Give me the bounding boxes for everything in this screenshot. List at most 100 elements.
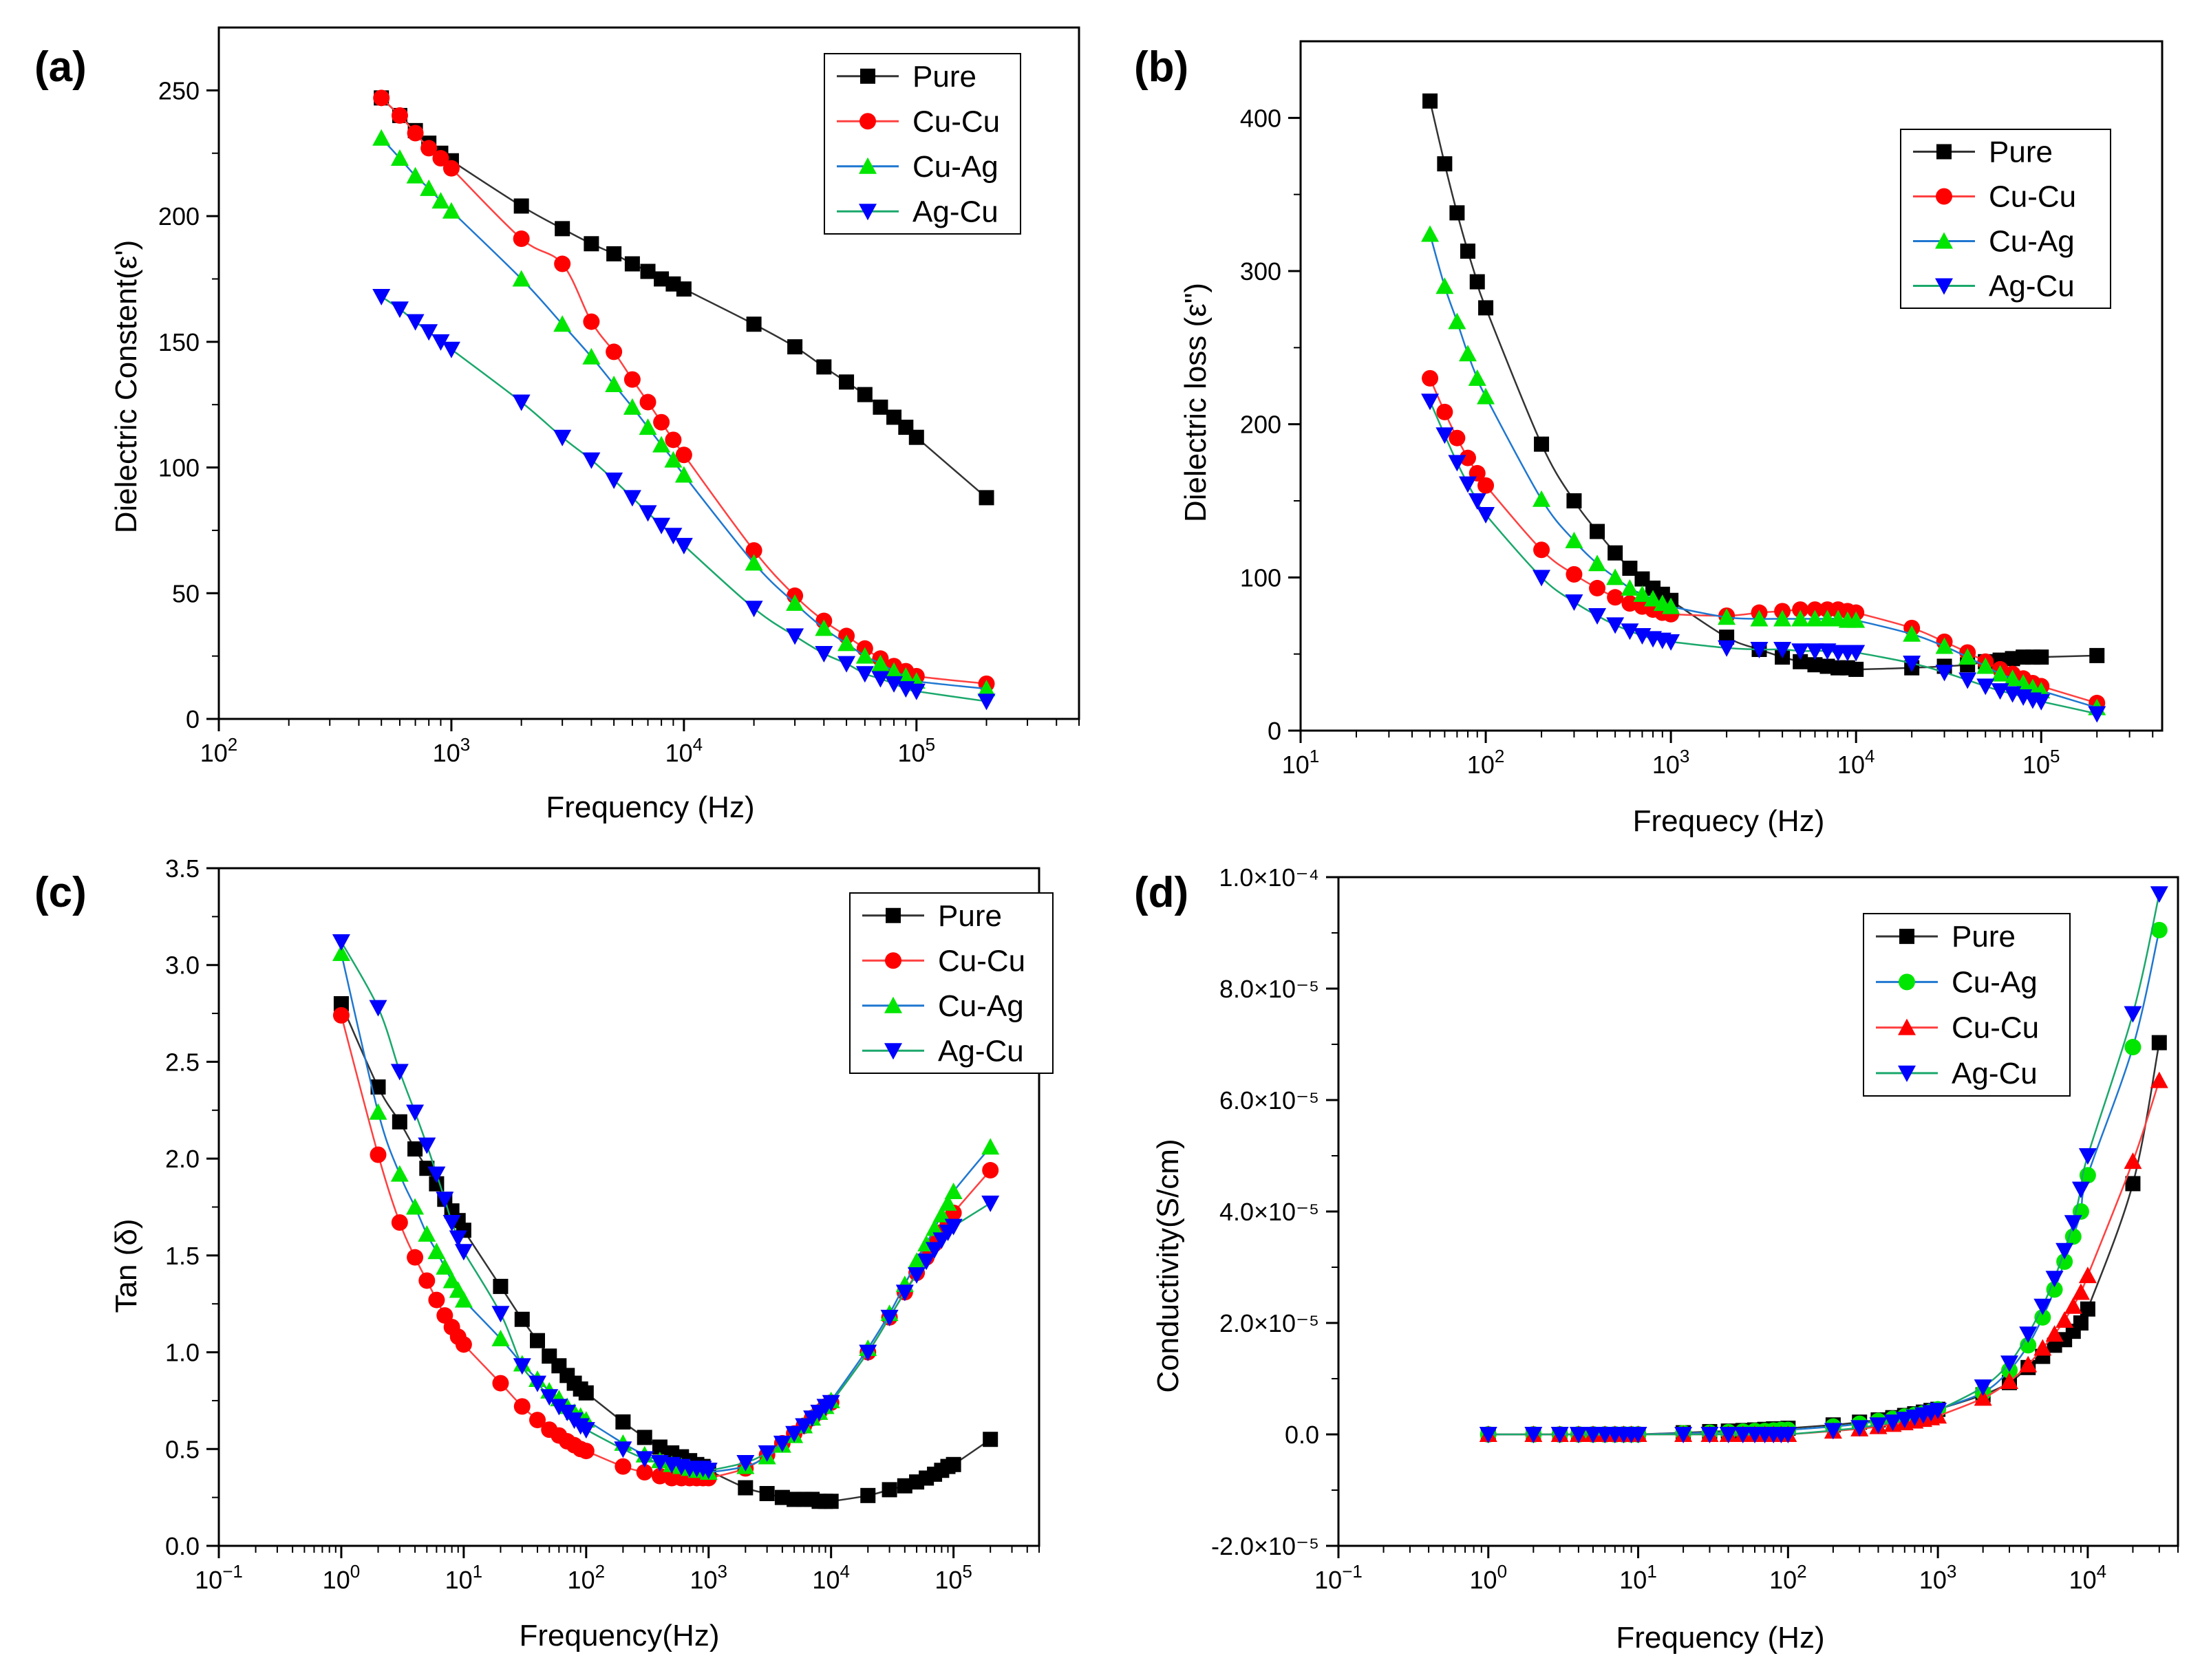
- panel-c-point-cu-cu: [492, 1375, 509, 1392]
- panel-d-point-pure: [2151, 1035, 2167, 1051]
- panel-a-legend-marker-pure: [860, 68, 875, 84]
- panel-c-point-pure: [738, 1480, 754, 1496]
- panel-c-point-ag-cu: [332, 934, 350, 951]
- panel-a-legend-label-cu-cu: Cu-Cu: [912, 105, 1000, 138]
- panel-a-point-ag-cu: [815, 645, 833, 663]
- panel-c-point-ag-cu: [427, 1166, 446, 1183]
- panel-b-legend: Pure Cu-Cu Cu-Ag Ag-Cu: [1900, 129, 2111, 309]
- panel-a-legend-marker-cu-ag: [859, 157, 877, 174]
- panel-b-point-cu-ag: [1958, 648, 1977, 665]
- panel-a-ylabel: Dielectric Constent(ε'): [109, 240, 143, 534]
- panel-a-point-ag-cu: [837, 656, 856, 673]
- panel-a-point-ag-cu: [605, 472, 623, 489]
- panel-d-point-ag-cu: [2019, 1326, 2038, 1344]
- panel-d-point-cu-cu: [2000, 1372, 2019, 1390]
- panel-d-legend-marker-ag-cu: [1898, 1065, 1916, 1082]
- panel-b-point-ag-cu: [1791, 643, 1810, 660]
- panel-c-point-pure: [897, 1478, 912, 1494]
- panel-c-point-pure: [946, 1456, 961, 1472]
- panel-a-point-ag-cu: [907, 683, 926, 700]
- panel-c-point-pure: [774, 1489, 790, 1505]
- panel-c-xlabel: Frequency(Hz): [520, 1619, 720, 1652]
- panel-d-point-ag-cu: [1674, 1427, 1693, 1443]
- panel-a-point-cu-ag: [652, 435, 671, 453]
- panel-a-point-cu-ag: [512, 270, 531, 287]
- panel-c-point-cu-ag: [406, 1198, 425, 1215]
- panel-a-point-ag-cu: [786, 628, 804, 645]
- panel-b-point-ag-cu: [1662, 634, 1680, 651]
- panel-d-point-ag-cu: [2045, 1271, 2064, 1288]
- panel-a-point-ag-cu: [553, 429, 572, 446]
- panel-a-point-cu-ag: [372, 129, 391, 146]
- panel-c-point-cu-cu: [982, 1162, 999, 1179]
- panel-b-point-pure: [1422, 93, 1438, 109]
- panel-b-point-ag-cu: [1606, 617, 1625, 634]
- panel-d-legend-box: [1863, 913, 2071, 1097]
- panel-b-point-cu-cu: [1449, 429, 1466, 446]
- panel-b-point-cu-ag: [1644, 590, 1663, 607]
- panel-b-point-cu-ag: [1976, 657, 1995, 674]
- panel-a-ytick-label: 250: [158, 76, 200, 105]
- panel-a-point-cu-ag: [745, 554, 763, 571]
- panel-c-point-cu-cu: [391, 1214, 408, 1231]
- panel-b-point-pure: [1590, 524, 1605, 539]
- panel-a-point-pure: [513, 198, 529, 214]
- panel-c-point-pure: [637, 1430, 652, 1445]
- panel-c-point-ag-cu: [880, 1309, 899, 1326]
- panel-d-xtick-label: 10−1: [1314, 1561, 1363, 1594]
- panel-d-xlabel: Frequency (Hz): [1616, 1621, 1824, 1655]
- panel-a-xtick-label: 102: [200, 734, 238, 767]
- panel-d-point-cu-ag: [2046, 1281, 2063, 1298]
- panel-d-point-pure: [2125, 1176, 2141, 1192]
- panel-d-ytick-label: 8.0×10⁻⁵: [1219, 975, 1319, 1003]
- panel-a-frame: [217, 26, 1080, 720]
- panel-c-point-cu-ag: [908, 1252, 926, 1269]
- panel-d-point-ag-cu: [1479, 1427, 1497, 1443]
- panel-c-point-ag-cu: [773, 1435, 791, 1452]
- panel-c-point-ag-cu: [926, 1242, 944, 1259]
- panel-d-point-ag-cu: [1869, 1417, 1888, 1434]
- panel-a-xtick-label: 105: [898, 734, 936, 767]
- panel-b-point-ag-cu: [1458, 476, 1477, 493]
- panel-d-point-ag-cu: [1700, 1427, 1719, 1443]
- panel-c-point-cu-cu: [418, 1272, 436, 1289]
- panel-a-point-cu-ag: [674, 466, 693, 483]
- panel-d-point-cu-ag: [2150, 921, 2168, 938]
- panel-a-xtick-label: 104: [665, 734, 703, 767]
- panel-a-point-ag-cu: [406, 314, 425, 331]
- panel-d-ytick-label: -2.0×10⁻⁵: [1211, 1532, 1319, 1560]
- panel-b-point-pure: [1793, 654, 1808, 669]
- panel-a-point-ag-cu: [420, 324, 438, 341]
- panel-b-point-cu-ag: [1421, 225, 1440, 242]
- panel-a-point-cu-ag: [664, 451, 683, 468]
- panel-b-ytick-label: 400: [1240, 104, 1281, 132]
- panel-c-legend-box: [849, 892, 1054, 1074]
- panel-c-xtick-label: 100: [323, 1561, 361, 1594]
- panel-d-point-cu-cu: [2055, 1311, 2074, 1328]
- panel-a-point-cu-cu: [391, 107, 408, 124]
- panel-c-label: (c): [34, 869, 87, 916]
- panel-c-ytick-label: 3.5: [165, 854, 200, 883]
- panel-c-point-pure: [370, 1079, 386, 1095]
- panel-c-point-cu-cu: [370, 1146, 387, 1163]
- panel-c-ytick-label: 0.0: [165, 1532, 200, 1560]
- panel-c-point-cu-ag: [427, 1242, 446, 1260]
- panel-c-point-ag-cu: [577, 1422, 595, 1439]
- panel-c-point-pure: [392, 1114, 407, 1130]
- panel-a-label: (a): [34, 43, 87, 91]
- panel-b-point-ag-cu: [1806, 643, 1824, 660]
- panel-d-point-ag-cu: [2150, 886, 2168, 903]
- panel-b-point-pure: [1449, 205, 1465, 221]
- panel-a-point-ag-cu: [871, 671, 890, 688]
- panel-a-point-cu-cu: [639, 394, 656, 411]
- panel-a-ytick-label: 100: [158, 454, 200, 482]
- panel-b-point-cu-cu: [1621, 595, 1638, 612]
- panel-b-point-cu-ag: [1565, 531, 1583, 548]
- panel-c-point-cu-cu: [428, 1291, 445, 1309]
- panel-c-legend-marker-ag-cu: [884, 1043, 902, 1060]
- panel-c-point-ag-cu: [418, 1137, 436, 1154]
- panel-b-point-ag-cu: [1588, 608, 1607, 625]
- panel-c-point-cu-ag: [932, 1205, 951, 1223]
- panel-b-point-cu-cu: [1422, 369, 1439, 387]
- panel-d-point-pure: [2073, 1315, 2089, 1331]
